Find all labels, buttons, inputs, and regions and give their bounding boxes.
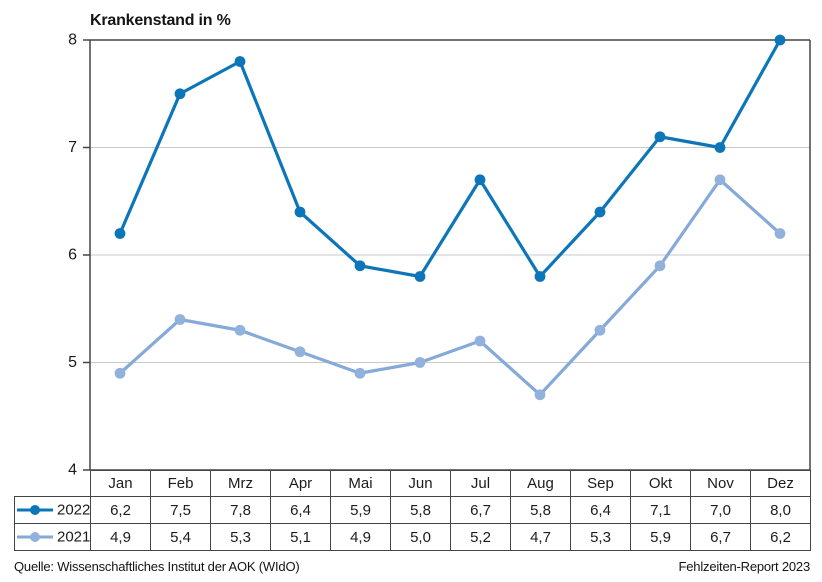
value-cell: 6,2 — [750, 523, 811, 551]
data-point-2021 — [294, 346, 306, 358]
data-point-2022 — [714, 142, 726, 153]
value-cell: 5,3 — [210, 523, 271, 551]
value-cell: 7,0 — [690, 496, 751, 524]
series-line-2022 — [118, 38, 782, 279]
legend-dot — [30, 505, 40, 516]
value-cell: 8,0 — [750, 496, 811, 524]
value-cell: 5,9 — [330, 496, 391, 524]
month-header: Sep — [570, 470, 631, 497]
legend-dot — [30, 532, 40, 543]
data-point-2022 — [114, 228, 126, 239]
data-table: Jan Feb Mrz Apr Mai Jun Jul Aug Sep Okt Nov Dez 2022… — [14, 470, 811, 551]
value-cell: 5,1 — [270, 523, 331, 551]
data-point-2021 — [174, 314, 186, 325]
data-point-2021 — [354, 367, 366, 379]
legend-label-2021: 2021 — [57, 528, 91, 546]
value-cell: 4,9 — [330, 523, 391, 551]
data-point-2022 — [234, 56, 246, 67]
chart-title: Krankenstand in % — [90, 12, 231, 29]
month-header: Mai — [330, 470, 391, 497]
data-point-2021 — [534, 389, 546, 401]
month-header: Jan — [90, 470, 151, 497]
value-cell: 7,5 — [150, 496, 211, 524]
month-header: Aug — [510, 470, 571, 497]
month-header: Jul — [450, 470, 511, 497]
month-header: Nov — [690, 470, 751, 497]
data-point-2021 — [474, 335, 486, 347]
series-line-2021 — [118, 178, 782, 397]
data-point-2021 — [234, 324, 246, 336]
legend-item-2022: 2022 — [14, 496, 91, 524]
data-point-2022 — [354, 260, 366, 272]
data-point-2021 — [414, 357, 426, 368]
data-point-2022 — [594, 206, 606, 218]
y-axis-label: 4 — [68, 462, 77, 479]
data-point-2021 — [774, 228, 786, 239]
value-cell: 6,4 — [270, 496, 331, 524]
data-point-2022 — [174, 88, 186, 100]
data-point-2022 — [534, 271, 546, 282]
value-cell: 4,7 — [510, 523, 571, 551]
data-point-2022 — [414, 271, 426, 282]
data-point-2022 — [654, 131, 666, 143]
line-chart: 4 5 6 7 8 — [68, 32, 811, 479]
value-cell: 4,9 — [90, 523, 151, 551]
legend-line-marker-icon — [17, 505, 53, 516]
month-header: Feb — [150, 470, 211, 497]
value-cell: 5,4 — [150, 523, 211, 551]
table-corner — [15, 471, 91, 497]
y-axis-label: 5 — [68, 354, 77, 371]
month-header: Okt — [630, 470, 691, 497]
value-cell: 5,0 — [390, 523, 451, 551]
value-cell: 5,2 — [450, 523, 511, 551]
table-row-2021: 2021 4,9 5,4 5,3 5,1 4,9 5,0 5,2 4,7 5,3 5,9 6,7 6,2 — [14, 523, 811, 551]
value-cell: 6,2 — [90, 496, 151, 524]
value-cell: 5,9 — [630, 523, 691, 551]
legend-line-marker-icon — [17, 532, 53, 543]
source-note: Quelle: Wissenschaftliches Institut der … — [14, 559, 300, 574]
data-point-2021 — [114, 367, 126, 379]
month-header: Jun — [390, 470, 451, 497]
y-axis-label: 7 — [68, 139, 77, 156]
legend-label-2022: 2022 — [57, 501, 91, 519]
data-point-2022 — [474, 174, 486, 186]
data-point-2021 — [654, 260, 666, 272]
value-cell: 7,8 — [210, 496, 271, 524]
value-cell: 6,4 — [570, 496, 631, 524]
value-cell: 5,8 — [510, 496, 571, 524]
month-header: Dez — [750, 470, 811, 497]
y-axis-label: 8 — [68, 32, 77, 49]
value-cell: 5,8 — [390, 496, 451, 524]
value-cell: 6,7 — [450, 496, 511, 524]
value-cell: 7,1 — [630, 496, 691, 524]
data-point-2022 — [774, 34, 786, 46]
table-row-2022: 2022 6,2 7,5 7,8 6,4 5,9 5,8 6,7 5,8 6,4 7,1 7,0 8,0 — [14, 496, 811, 524]
value-cell: 6,7 — [690, 523, 751, 551]
legend-item-2021: 2021 — [14, 523, 91, 551]
data-point-2022 — [294, 206, 306, 218]
report-note: Fehlzeiten-Report 2023 — [678, 559, 811, 574]
data-point-2021 — [594, 324, 606, 336]
y-axis-label: 6 — [68, 247, 77, 264]
month-header: Apr — [270, 470, 331, 497]
month-header-row: Jan Feb Mrz Apr Mai Jun Jul Aug Sep Okt Nov Dez — [15, 470, 811, 497]
data-point-2021 — [714, 174, 726, 186]
value-cell: 5,3 — [570, 523, 631, 551]
month-header: Mrz — [210, 470, 271, 497]
